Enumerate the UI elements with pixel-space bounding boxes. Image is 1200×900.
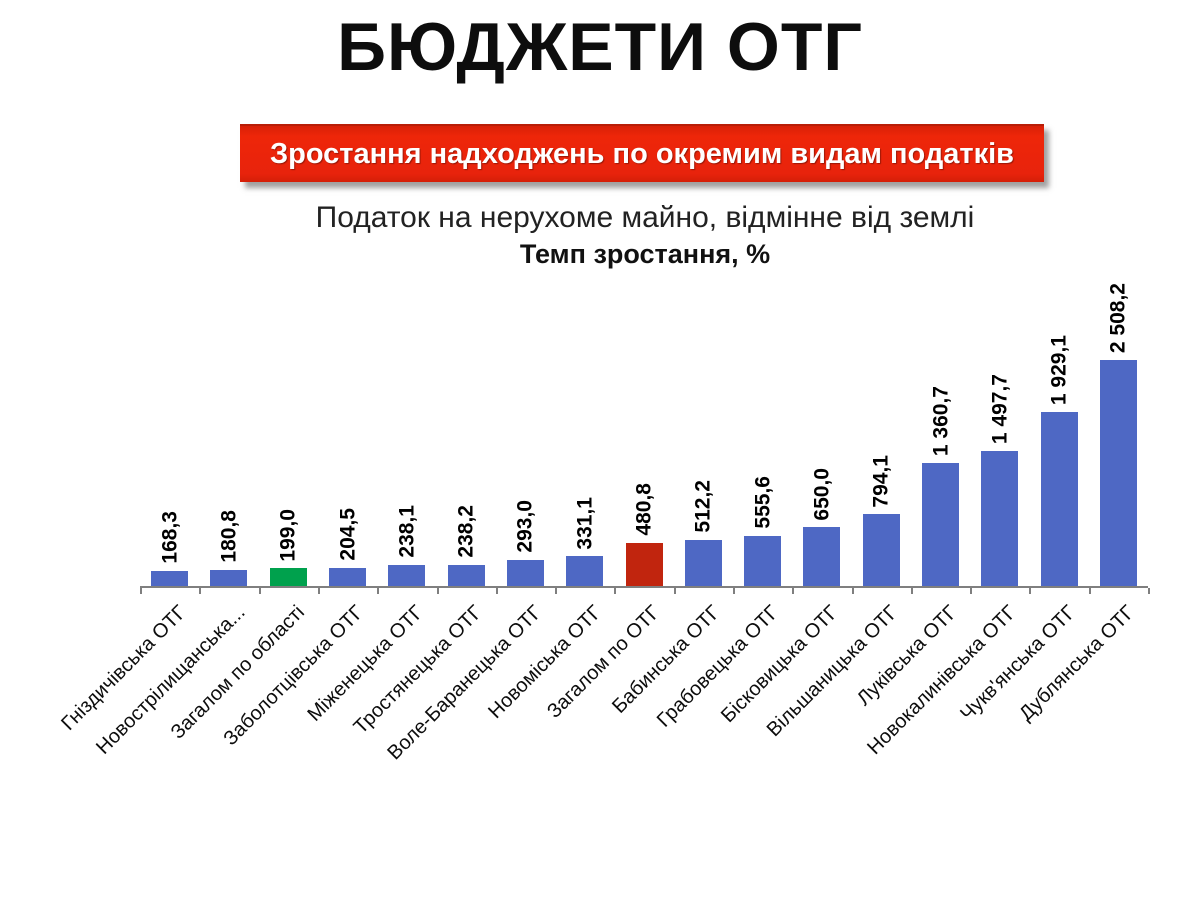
bar-value-label: 1 497,7	[988, 374, 1012, 445]
x-axis-tick	[970, 588, 973, 594]
x-axis-tick	[555, 588, 558, 594]
bar	[803, 527, 841, 586]
x-axis-label: Загалом по ОТГ	[543, 601, 665, 723]
x-axis-tick	[732, 588, 735, 594]
bar-chart: 168,3 180,8 199,0 204,5 238,1 238,2 293,0 331,1…	[57, 260, 1150, 880]
bar-value-label: 293,0	[513, 500, 537, 553]
bar-value-label: 480,8	[632, 483, 656, 536]
x-axis-tick	[851, 588, 854, 594]
x-axis-label: Дублянська ОТГ	[1015, 601, 1140, 726]
x-axis-tick	[1029, 588, 1032, 594]
bar-column: 480,8	[614, 260, 673, 586]
bar-value-label: 650,0	[810, 467, 834, 521]
bar	[684, 539, 722, 586]
bar-value-label: 1 360,7	[929, 386, 952, 457]
bar-column: 180,8	[199, 260, 258, 586]
bar-column: 204,5	[318, 260, 377, 586]
subtitle-property-tax: Податок на нерухоме майно, відмінне від …	[315, 201, 975, 234]
bar	[922, 463, 959, 586]
bar-value-label: 555,6	[751, 476, 775, 529]
banner-label: Зростання надходжень по окремим видам по…	[269, 137, 1015, 170]
bar-column: 555,6	[733, 260, 792, 586]
x-axis-tick	[792, 588, 795, 594]
banner: Зростання надходжень по окремим видам по…	[240, 124, 1044, 182]
bar-column: 512,2	[674, 260, 733, 586]
bar-value-label: 1 929,1	[1047, 335, 1071, 406]
bar-column: 238,1	[377, 260, 436, 586]
x-axis-tick	[140, 588, 142, 594]
bar	[329, 567, 367, 586]
bar-column: 238,2	[436, 260, 495, 586]
bar	[744, 535, 782, 586]
bar-column: 650,0	[792, 260, 851, 586]
x-axis-label: Бабинська ОТГ	[607, 601, 725, 718]
bar-value-label: 794,1	[869, 454, 893, 508]
x-axis-tick	[614, 588, 617, 594]
bar	[566, 556, 604, 586]
bar	[447, 564, 485, 586]
bar-column: 1 929,1	[1029, 260, 1088, 586]
bar	[1040, 412, 1078, 586]
bar-value-label: 238,2	[454, 504, 478, 558]
x-axis-tick	[1088, 588, 1091, 594]
x-axis-tick	[436, 588, 439, 594]
bar	[151, 570, 189, 586]
bar-column: 293,0	[496, 260, 555, 586]
x-axis-tick	[258, 588, 261, 594]
bar-column: 794,1	[852, 260, 911, 586]
bar-column: 168,3	[140, 260, 199, 586]
x-axis	[140, 586, 1148, 588]
page-title: БЮДЖЕТИ ОТГ	[337, 9, 863, 85]
bar-value-label: 204,5	[336, 508, 360, 561]
bar-column: 199,0	[259, 260, 318, 586]
bar-column: 1 360,7	[911, 260, 970, 586]
x-axis-tick	[377, 588, 380, 594]
x-axis-tick	[1148, 588, 1150, 594]
bar-value-label: 238,1	[395, 504, 419, 558]
bar-value-label: 512,2	[691, 480, 715, 533]
bar	[981, 451, 1019, 586]
bar-value-label: 2 508,2	[1106, 282, 1130, 353]
bar	[506, 559, 544, 586]
bar	[625, 542, 663, 586]
x-axis-tick	[673, 588, 676, 594]
x-axis-tick	[199, 588, 202, 594]
subtitle-growth-rate: Темп зростання, %	[519, 239, 771, 269]
bar-column: 1 497,7	[970, 260, 1029, 586]
bar-value-label: 168,3	[158, 511, 182, 564]
bar	[862, 514, 900, 586]
bar	[388, 564, 426, 586]
x-axis-tick	[910, 588, 913, 594]
plot-area: 168,3 180,8 199,0 204,5 238,1 238,2 293,0 331,1…	[140, 260, 1148, 586]
bar-value-label: 199,0	[276, 508, 300, 562]
bar-column: 2 508,2	[1089, 260, 1148, 586]
bar	[269, 568, 307, 586]
bar	[1099, 360, 1137, 586]
bar-value-label: 331,1	[573, 496, 597, 550]
x-axis-tick	[495, 588, 498, 594]
bar	[210, 569, 248, 586]
x-axis-tick	[317, 588, 320, 594]
bar-value-label: 180,8	[217, 510, 241, 563]
bar-column: 331,1	[555, 260, 614, 586]
